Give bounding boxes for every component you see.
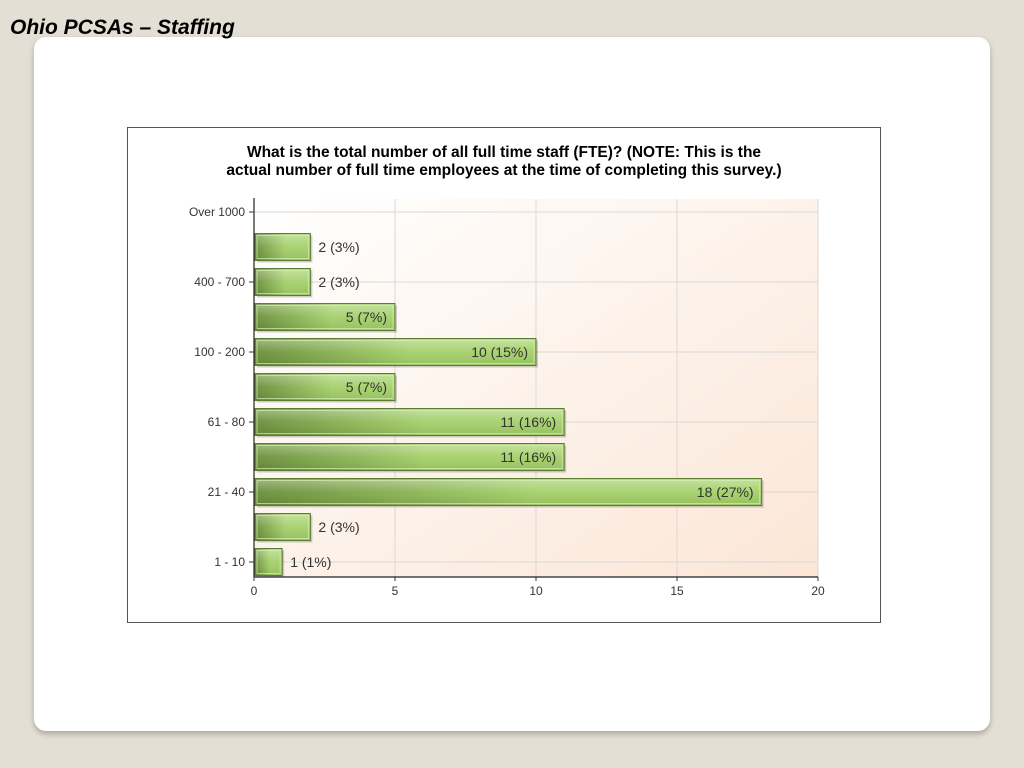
y-category-label: 400 - 700 <box>194 275 245 289</box>
bar-bevel <box>256 270 309 294</box>
bar-bevel <box>256 445 563 469</box>
y-category-label: 1 - 10 <box>214 555 245 569</box>
chart-title-line-2: actual number of full time employees at … <box>226 162 782 179</box>
bar-data-label: 5 (7%) <box>346 309 387 325</box>
x-tick-label: 15 <box>670 584 684 598</box>
bar-highlight <box>256 409 564 435</box>
bar-highlight <box>256 269 310 295</box>
bar-highlight <box>256 234 310 260</box>
bar-highlight <box>256 339 535 365</box>
x-tick-label: 0 <box>251 584 258 598</box>
x-tick-label: 10 <box>529 584 543 598</box>
bar-bevel <box>256 410 563 434</box>
chart-title-line-1: What is the total number of all full tim… <box>246 144 762 161</box>
bar-bevel <box>256 305 394 329</box>
bar-data-label: 18 (27%) <box>697 484 754 500</box>
chart-container: 2 (3%) 2 (3%) 5 (7%) 10 (15%) 5 (7%) 11 (16%)… <box>127 127 881 623</box>
y-category-label: 100 - 200 <box>194 345 245 359</box>
chart-title: What is the total number of all full tim… <box>128 144 880 180</box>
bar-bevel <box>256 480 761 504</box>
bar-highlight <box>256 444 564 470</box>
y-category-label: 21 - 40 <box>208 485 246 499</box>
bar-data-label: 11 (16%) <box>500 449 556 465</box>
x-tick-label: 20 <box>811 584 825 598</box>
bar-data-label: 11 (16%) <box>500 414 556 430</box>
bar-chart: 2 (3%) 2 (3%) 5 (7%) 10 (15%) 5 (7%) 11 (16%)… <box>189 198 825 598</box>
bar-bevel <box>256 235 309 259</box>
bar-highlight <box>256 549 282 575</box>
bar-bevel <box>256 550 281 574</box>
bar-highlight <box>256 479 761 505</box>
y-category-label: Over 1000 <box>189 205 245 219</box>
bar-data-label: 2 (3%) <box>318 239 359 255</box>
bars: 2 (3%) 2 (3%) 5 (7%) 10 (15%) 5 (7%) 11 (16%)… <box>254 233 764 578</box>
x-tick-label: 5 <box>392 584 399 598</box>
bar-bevel <box>256 375 394 399</box>
bar-data-label: 2 (3%) <box>318 519 359 535</box>
bar-highlight <box>256 304 394 330</box>
bar-bevel <box>256 515 309 539</box>
bar-data-label: 10 (15%) <box>471 344 528 360</box>
bar-highlight <box>256 374 394 400</box>
slide-title: Ohio PCSAs – Staffing <box>10 16 235 39</box>
bar-data-label: 5 (7%) <box>346 379 387 395</box>
bar-highlight <box>256 514 310 540</box>
bar-data-label: 2 (3%) <box>318 274 359 290</box>
axes: 0 5 10 15 20 Over 1000 400 - 700 100 - 200 61 - … <box>189 198 825 598</box>
bar-data-label: 1 (1%) <box>290 554 331 570</box>
bar-bevel <box>256 340 535 364</box>
y-category-label: 61 - 80 <box>208 415 246 429</box>
